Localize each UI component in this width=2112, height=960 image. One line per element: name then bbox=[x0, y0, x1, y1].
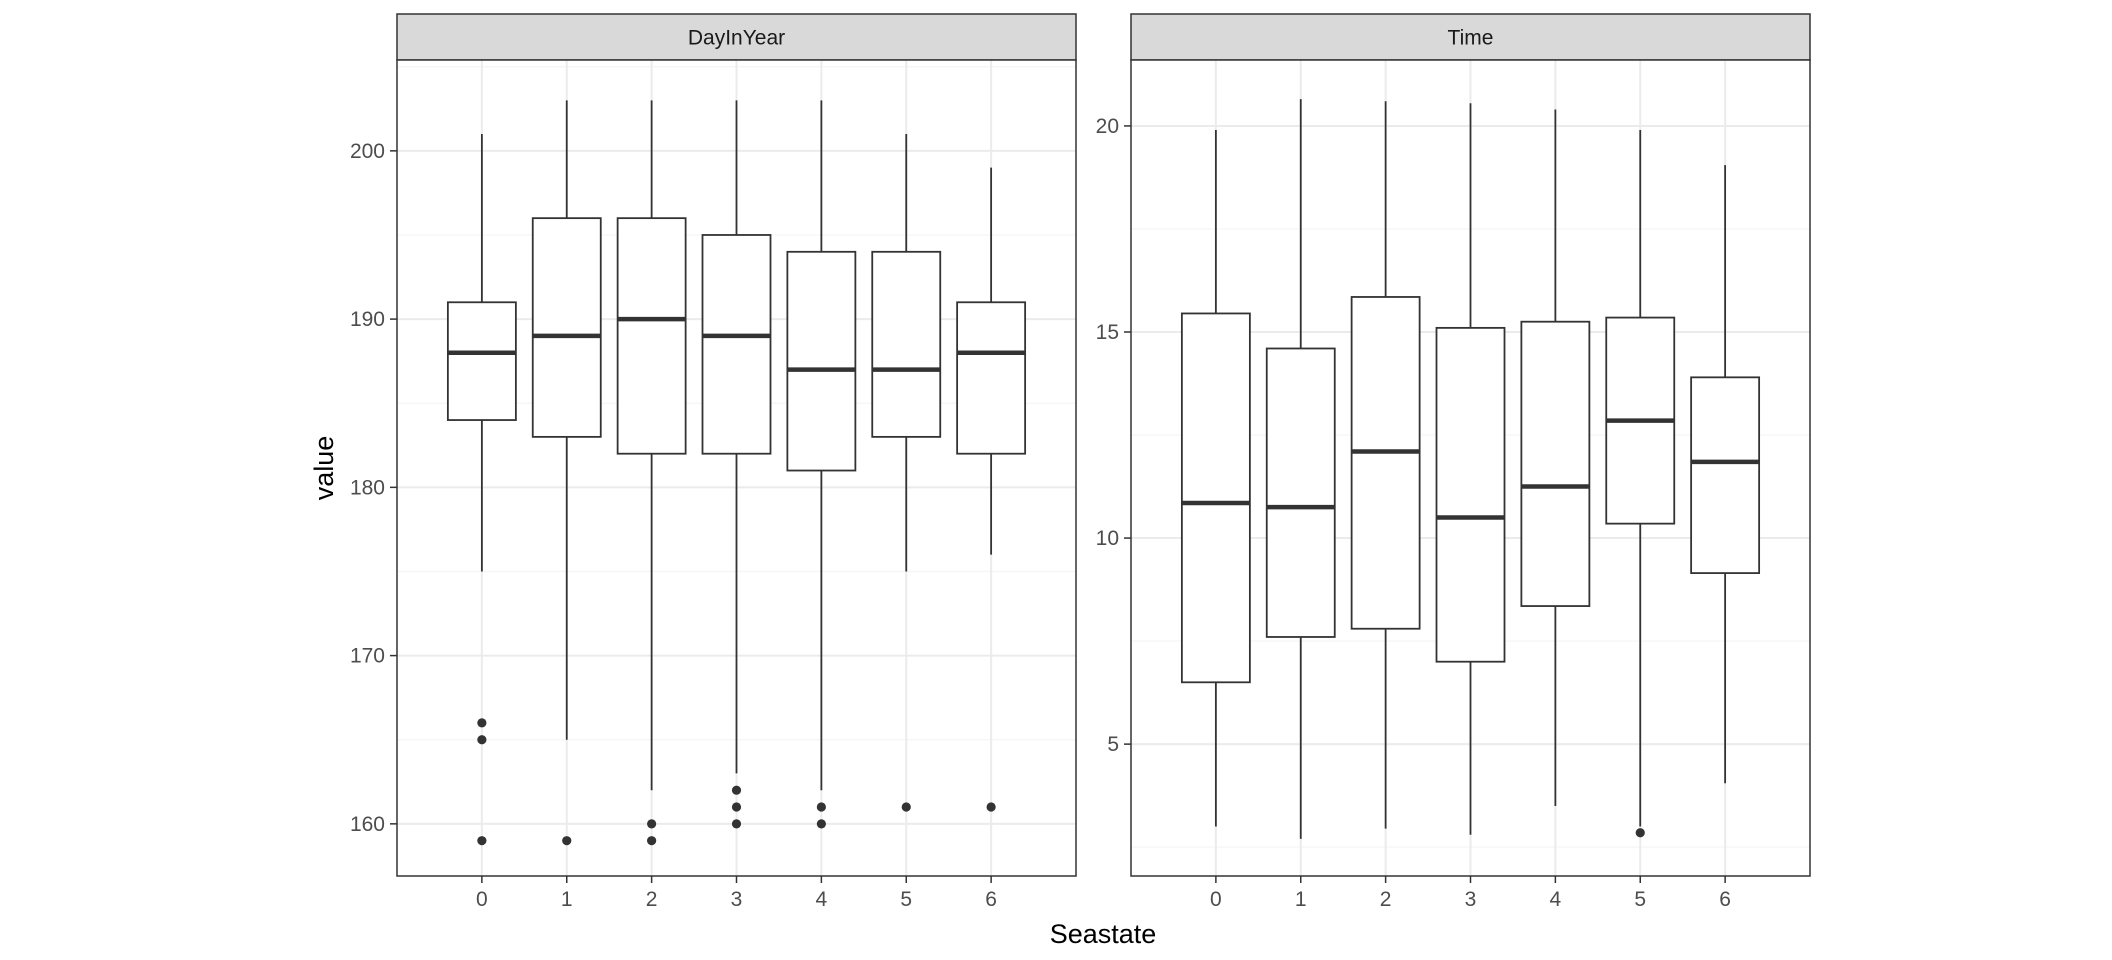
y-tick-label: 180 bbox=[350, 476, 385, 499]
outlier-point bbox=[1635, 828, 1645, 838]
box-6 bbox=[956, 167, 1027, 812]
x-tick-label: 3 bbox=[1465, 888, 1477, 911]
x-tick-label: 0 bbox=[476, 888, 488, 911]
boxes-dayinyear bbox=[446, 100, 1027, 846]
box-0 bbox=[1180, 130, 1251, 827]
box-iqr bbox=[956, 301, 1027, 455]
outlier-point bbox=[731, 802, 742, 812]
x-tick-label: 3 bbox=[731, 888, 743, 911]
outlier-point bbox=[901, 802, 911, 812]
box-4 bbox=[786, 100, 857, 829]
box-2 bbox=[616, 100, 687, 846]
box-iqr bbox=[446, 301, 517, 421]
strip-title-time: Time bbox=[1448, 27, 1494, 50]
y-tick-label: 160 bbox=[350, 813, 385, 836]
box-iqr bbox=[871, 250, 942, 438]
box-4 bbox=[1520, 109, 1591, 806]
outlier-point bbox=[731, 819, 742, 829]
outlier-point bbox=[816, 819, 826, 829]
x-tick-label: 5 bbox=[1634, 888, 1646, 911]
x-axis-dayinyear: 0 1 2 3 4 5 6 bbox=[476, 876, 997, 911]
box-iqr bbox=[616, 217, 687, 455]
box-iqr bbox=[1350, 296, 1421, 630]
x-axis-time: 0 1 2 3 4 5 6 bbox=[1210, 876, 1731, 911]
y-tick-label: 170 bbox=[350, 645, 385, 668]
panel-time: Time 5 10 15 20 0 1 2 3 4 5 6 bbox=[1096, 13, 1811, 911]
x-tick-label: 2 bbox=[646, 888, 658, 911]
strip-title-dayinyear: DayInYear bbox=[688, 27, 785, 50]
box-3 bbox=[1435, 103, 1506, 835]
box-2 bbox=[1350, 101, 1421, 829]
box-iqr bbox=[1690, 376, 1761, 574]
box-3 bbox=[701, 100, 772, 829]
x-tick-label: 2 bbox=[1380, 888, 1392, 911]
x-tick-label: 6 bbox=[985, 888, 997, 911]
box-iqr bbox=[1435, 326, 1506, 663]
outlier-point bbox=[477, 735, 487, 745]
y-axis-time: 5 10 15 20 bbox=[1096, 115, 1131, 756]
outlier-point bbox=[647, 819, 657, 829]
box-0 bbox=[446, 134, 517, 846]
outlier-point bbox=[477, 836, 487, 846]
x-tick-label: 4 bbox=[816, 888, 828, 911]
box-5 bbox=[871, 134, 942, 812]
outlier-point bbox=[986, 802, 996, 812]
y-tick-label: 15 bbox=[1096, 321, 1119, 344]
box-1 bbox=[1265, 99, 1336, 839]
outlier-point bbox=[477, 718, 487, 728]
x-axis-title: Seastate bbox=[1050, 919, 1157, 949]
outlier-point bbox=[647, 836, 657, 846]
box-1 bbox=[531, 100, 602, 846]
y-axis-dayinyear: 160 170 180 190 200 bbox=[350, 140, 397, 836]
box-iqr bbox=[786, 250, 857, 472]
y-tick-label: 190 bbox=[350, 308, 385, 331]
box-6 bbox=[1690, 165, 1761, 784]
x-tick-label: 0 bbox=[1210, 888, 1222, 911]
panel-dayinyear: DayInYear 160 170 180 190 200 0 1 2 3 4 5 6 bbox=[350, 13, 1077, 911]
y-axis-title: value bbox=[309, 436, 339, 501]
box-iqr bbox=[701, 234, 772, 455]
strip-background-dayinyear bbox=[396, 13, 1077, 61]
outlier-point bbox=[731, 785, 742, 795]
y-tick-label: 20 bbox=[1096, 115, 1119, 138]
x-tick-label: 1 bbox=[561, 888, 573, 911]
x-tick-label: 5 bbox=[900, 888, 912, 911]
x-tick-label: 6 bbox=[1719, 888, 1731, 911]
boxes-time bbox=[1180, 99, 1761, 839]
box-iqr bbox=[1180, 312, 1251, 684]
y-tick-label: 5 bbox=[1107, 733, 1119, 756]
outlier-point bbox=[562, 836, 572, 846]
outlier-point bbox=[816, 802, 826, 812]
box-iqr bbox=[531, 217, 602, 438]
box-iqr bbox=[1520, 320, 1591, 607]
strip-background-time bbox=[1130, 13, 1811, 61]
x-tick-label: 4 bbox=[1550, 888, 1562, 911]
y-tick-label: 200 bbox=[350, 140, 385, 163]
y-tick-label: 10 bbox=[1096, 527, 1119, 550]
box-5 bbox=[1605, 130, 1676, 838]
box-iqr bbox=[1265, 347, 1336, 638]
x-tick-label: 1 bbox=[1295, 888, 1307, 911]
